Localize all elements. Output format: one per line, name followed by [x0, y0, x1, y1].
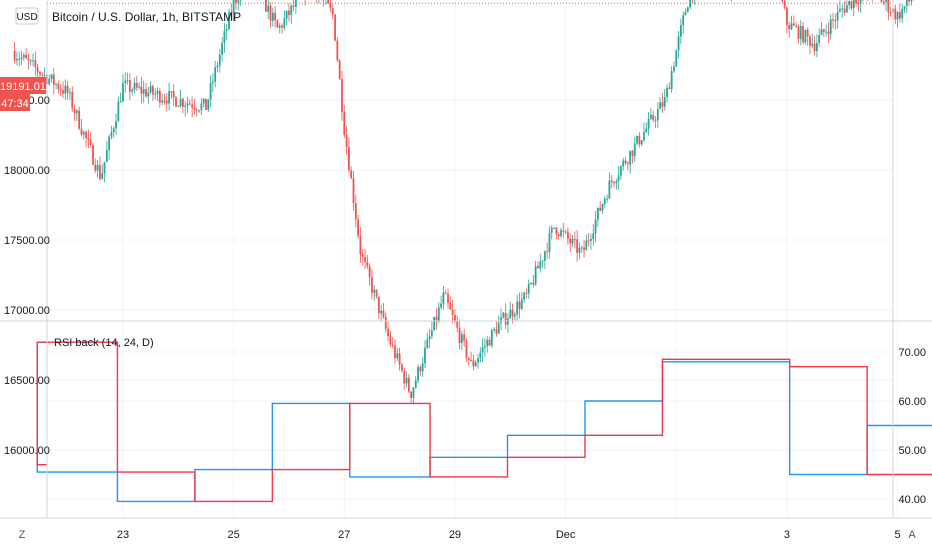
time-tick-label: Dec	[556, 529, 576, 541]
price-tick-label: 16500.00	[4, 375, 50, 387]
candle	[804, 29, 806, 45]
rsi-tick-label: 50.00	[898, 445, 926, 457]
rsi-tick-label: 60.00	[898, 396, 926, 408]
price-tick-label: 17500.00	[4, 235, 50, 247]
price-tick-label: 16000.00	[4, 445, 50, 457]
candle	[175, 96, 177, 107]
time-tick-label: 5	[895, 529, 901, 541]
time-tick-label: 23	[117, 529, 129, 541]
candle	[433, 317, 435, 332]
time-tick-label: 27	[338, 529, 350, 541]
time-tick-label: 3	[784, 529, 790, 541]
candle	[336, 37, 338, 62]
time-tick-label: 29	[449, 529, 461, 541]
price-tick-label: 18000.00	[4, 165, 50, 177]
last-price-label: 19191.01	[0, 81, 46, 93]
auto-scale-button[interactable]: A	[908, 529, 916, 541]
candle	[675, 50, 677, 67]
candle	[92, 143, 94, 166]
price-tick-label: 17000.00	[4, 305, 50, 317]
rsi-tick-label: 40.00	[898, 494, 926, 506]
candle	[265, 0, 267, 12]
time-tick-label: 25	[227, 529, 239, 541]
candle	[491, 329, 493, 348]
chart-title: Bitcoin / U.S. Dollar, 1h, BITSTAMP	[52, 10, 241, 24]
candle	[881, 0, 883, 2]
countdown-label: 47:34	[1, 98, 29, 110]
rsi-title: RSI back (14, 24, D)	[54, 337, 154, 349]
candle	[334, 14, 336, 41]
candle	[277, 19, 279, 28]
currency-badge-label: USD	[16, 12, 37, 23]
timezone-button[interactable]: Z	[19, 529, 26, 541]
candle	[339, 59, 341, 80]
rsi-tick-label: 70.00	[898, 347, 926, 359]
candle	[205, 99, 207, 110]
